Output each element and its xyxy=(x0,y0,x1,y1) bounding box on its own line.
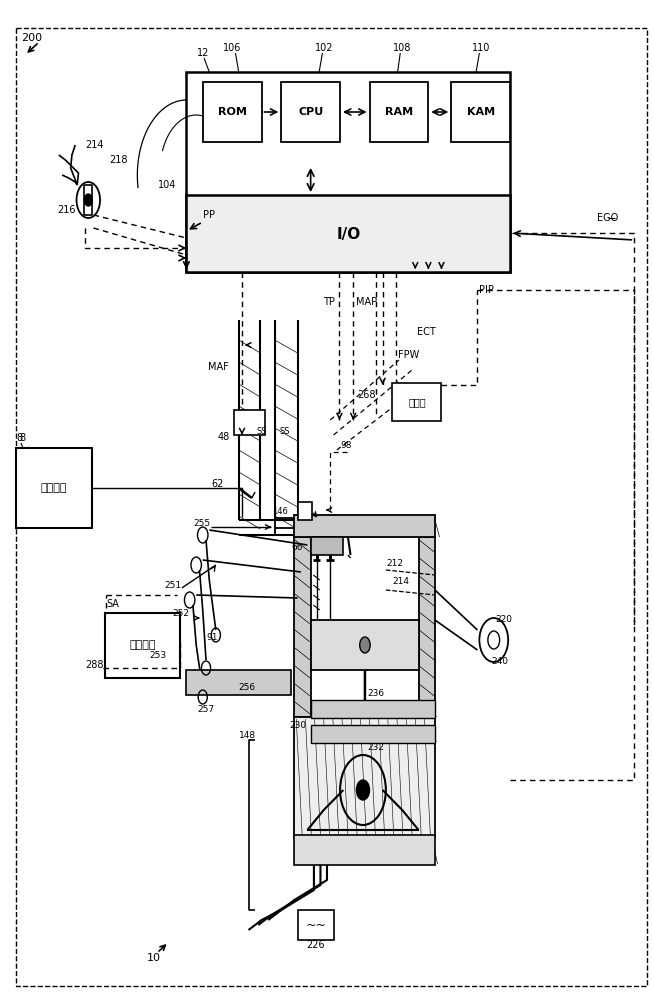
Text: 62: 62 xyxy=(211,479,224,489)
Bar xyxy=(203,82,262,142)
Bar xyxy=(16,448,92,528)
Text: 108: 108 xyxy=(393,43,411,53)
Text: MAF: MAF xyxy=(208,362,229,372)
Text: 218: 218 xyxy=(109,155,128,165)
Text: 66: 66 xyxy=(292,544,303,552)
Text: MAP: MAP xyxy=(356,297,377,307)
Text: 91: 91 xyxy=(206,634,218,643)
Text: EGO: EGO xyxy=(597,213,618,223)
Text: 48: 48 xyxy=(218,432,230,442)
Text: TP: TP xyxy=(323,297,335,307)
Text: FPW: FPW xyxy=(398,350,419,360)
Text: 214: 214 xyxy=(85,140,103,150)
Bar xyxy=(419,537,435,717)
Text: 148: 148 xyxy=(239,730,256,740)
Text: 257: 257 xyxy=(198,706,215,714)
Text: 255: 255 xyxy=(194,518,211,528)
Text: ECT: ECT xyxy=(417,327,436,337)
Bar xyxy=(294,515,435,537)
Text: 146: 146 xyxy=(272,508,288,516)
Bar xyxy=(294,717,435,837)
Text: SS: SS xyxy=(279,428,290,436)
Text: 232: 232 xyxy=(368,744,385,752)
Bar xyxy=(105,613,180,678)
Bar xyxy=(186,670,291,695)
Text: 10: 10 xyxy=(147,953,161,963)
Text: 236: 236 xyxy=(368,688,385,698)
Bar xyxy=(311,725,435,743)
Text: 102: 102 xyxy=(315,43,333,53)
Bar xyxy=(298,502,312,520)
Text: 253: 253 xyxy=(150,650,167,660)
Circle shape xyxy=(84,194,92,206)
Bar xyxy=(298,910,334,940)
Text: 251: 251 xyxy=(165,580,182,589)
Bar xyxy=(311,700,435,718)
Text: SS: SS xyxy=(256,428,267,436)
Bar xyxy=(451,82,510,142)
Bar xyxy=(186,195,510,272)
Bar xyxy=(186,72,510,272)
Text: 226: 226 xyxy=(307,940,325,950)
Text: 220: 220 xyxy=(496,615,513,624)
Text: 8: 8 xyxy=(20,433,26,443)
Text: RAM: RAM xyxy=(385,107,413,117)
Text: SA: SA xyxy=(106,599,119,609)
Text: 288: 288 xyxy=(85,660,103,670)
Text: ROM: ROM xyxy=(218,107,247,117)
Text: 212: 212 xyxy=(386,558,403,568)
Text: 104: 104 xyxy=(158,180,177,190)
Bar xyxy=(311,620,419,670)
Text: I/O: I/O xyxy=(336,227,361,241)
Text: 8: 8 xyxy=(16,433,22,443)
Text: 256: 256 xyxy=(239,682,256,692)
Text: 98: 98 xyxy=(341,440,353,450)
Bar xyxy=(234,410,265,435)
Bar xyxy=(370,82,428,142)
Circle shape xyxy=(356,780,370,800)
Text: 燃料系统: 燃料系统 xyxy=(41,483,67,493)
Text: 214: 214 xyxy=(392,578,409,586)
Text: PIP: PIP xyxy=(479,285,494,295)
Text: 106: 106 xyxy=(223,43,241,53)
Text: 12: 12 xyxy=(197,48,209,58)
Text: CPU: CPU xyxy=(298,107,323,117)
Bar xyxy=(294,835,435,865)
Text: ~~: ~~ xyxy=(305,918,326,932)
Text: PP: PP xyxy=(203,210,215,220)
Text: 240: 240 xyxy=(492,658,509,666)
Text: 驱动器: 驱动器 xyxy=(409,397,426,407)
Text: 110: 110 xyxy=(472,43,490,53)
Circle shape xyxy=(360,637,370,653)
Bar xyxy=(281,82,340,142)
Text: 200: 200 xyxy=(22,33,43,43)
Text: 点火系统: 点火系统 xyxy=(129,640,156,650)
Text: 230: 230 xyxy=(289,720,306,730)
Bar xyxy=(392,383,441,421)
Text: KAM: KAM xyxy=(466,107,495,117)
Bar xyxy=(294,537,311,717)
Text: 268: 268 xyxy=(358,390,376,400)
Text: 252: 252 xyxy=(173,608,190,617)
Bar xyxy=(311,537,343,555)
Text: 216: 216 xyxy=(58,205,76,215)
